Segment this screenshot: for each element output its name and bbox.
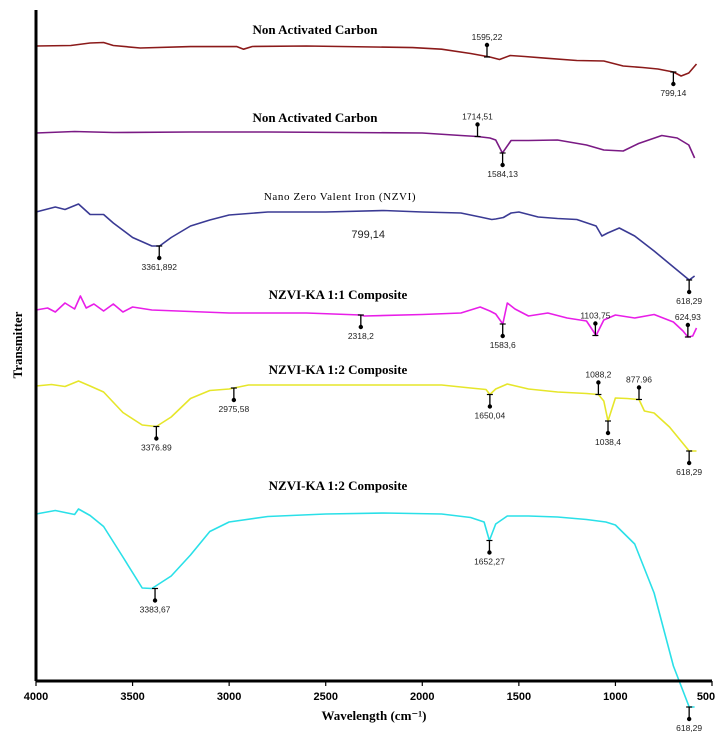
peak-marker-dot — [686, 289, 692, 295]
peak-marker-dot — [152, 598, 158, 603]
peak-marker: 618,29 — [676, 706, 702, 733]
peak-marker: 2975,58 — [218, 387, 249, 414]
peak-label: 877.96 — [626, 375, 652, 385]
peak-label: 1652,27 — [474, 557, 505, 567]
spectra-group — [35, 41, 698, 708]
peak-marker: 2318,2 — [348, 314, 374, 341]
peak-marker: 799,14 — [660, 71, 687, 98]
x-tick-label: 1000 — [603, 691, 627, 703]
x-tick-label: 2500 — [313, 691, 337, 703]
peak-label: 1650,04 — [475, 411, 506, 421]
peak-label: 1038,4 — [595, 437, 621, 447]
peak-label: 1714,51 — [462, 112, 493, 122]
peak-marker-dot — [596, 380, 601, 385]
peak-label: 1088,2 — [585, 370, 611, 380]
peak-marker: 1088,2 — [585, 370, 612, 396]
x-tick-labels: 4000 3500 3000 2500 2000 1500 1000 500 — [24, 681, 715, 703]
peak-marker: 618,29 — [676, 279, 702, 306]
peak-marker-dot — [686, 716, 692, 722]
x-tick-label: 2000 — [410, 691, 434, 703]
series-line-5 — [35, 380, 697, 452]
peak-marker-dot — [358, 324, 364, 330]
series-line-2 — [35, 130, 696, 159]
peak-marker-dot — [484, 42, 490, 48]
peak-label: 618,29 — [676, 723, 702, 733]
peak-label: 3376.89 — [141, 443, 172, 453]
peak-marker-dot — [487, 550, 492, 555]
series-line-4 — [35, 295, 698, 338]
peak-marker: 1595,22 — [472, 32, 503, 58]
peak-marker: 624,93 — [675, 312, 701, 338]
peak-label: 1583,6 — [490, 340, 516, 350]
peak-annotations: 1595,22 799,14 1714,51 1584,13 3361,892 618,2… — [140, 32, 703, 733]
peak-marker-dot — [593, 321, 598, 326]
x-axis-label: Wavelength (cm⁻¹) — [322, 708, 427, 723]
series-line-6 — [35, 508, 695, 708]
peak-marker-dot — [500, 162, 505, 168]
y-axis-label: Transmitter — [10, 311, 25, 378]
x-tick-label: 4000 — [24, 691, 48, 703]
series-line-3 — [35, 203, 696, 281]
series-title-5: NZVI-KA 1:2 Composite — [269, 362, 408, 377]
series-title-4: NZVI-KA 1:1 Composite — [269, 287, 408, 302]
x-tick-label: 3000 — [217, 691, 241, 703]
peak-label: 3383,67 — [140, 605, 171, 615]
peak-marker: 1584,13 — [487, 152, 518, 179]
peak-marker-dot — [475, 122, 480, 127]
x-tick-label: 500 — [697, 691, 715, 703]
peak-marker-dot — [500, 333, 505, 339]
peak-marker-dot — [231, 397, 237, 403]
x-tick-label: 1500 — [507, 691, 531, 703]
peak-marker-dot — [154, 436, 159, 441]
series-title-6: NZVI-KA 1:2 Composite — [269, 478, 408, 493]
floating-label: 799,14 — [351, 229, 385, 241]
peak-label: 799,14 — [660, 88, 686, 98]
peak-marker: 1103,75 — [580, 311, 611, 337]
peak-marker: 1650,04 — [475, 393, 506, 421]
peak-label: 618,29 — [676, 296, 702, 306]
peak-label: 618,29 — [676, 467, 702, 477]
peak-marker-dot — [605, 430, 611, 436]
peak-marker: 3383,67 — [140, 587, 171, 615]
peak-marker-dot — [671, 81, 676, 87]
series-title-1: Non Activated Carbon — [253, 22, 379, 37]
peak-label: 1595,22 — [472, 32, 503, 42]
peak-marker: 3376.89 — [141, 425, 172, 453]
peak-marker-dot — [636, 385, 642, 390]
peak-marker: 3361,892 — [142, 245, 178, 272]
series-line-1 — [35, 41, 698, 77]
peak-label: 624,93 — [675, 312, 701, 322]
x-tick-label: 3500 — [120, 691, 144, 703]
peak-marker-dot — [487, 404, 493, 409]
peak-marker-dot — [157, 255, 162, 261]
peak-marker: 1583,6 — [490, 323, 516, 350]
peak-marker-dot — [685, 322, 691, 328]
peak-marker: 877.96 — [626, 375, 652, 401]
peak-label: 1103,75 — [580, 311, 610, 321]
peak-label: 1584,13 — [487, 169, 518, 179]
peak-label: 2318,2 — [348, 331, 374, 341]
axes-group: 4000 3500 3000 2500 2000 1500 1000 500 Waveleng… — [10, 10, 715, 723]
peak-marker: 618,29 — [676, 450, 702, 477]
peak-marker: 1652,27 — [474, 539, 505, 567]
series-titles: Non Activated Carbon Non Activated Carbon… — [253, 22, 416, 493]
series-title-2: Non Activated Carbon — [253, 110, 379, 125]
peak-label: 2975,58 — [218, 404, 249, 414]
peak-label: 3361,892 — [142, 262, 178, 272]
peak-marker-dot — [686, 460, 692, 466]
series-title-3: Nano Zero Valent Iron (NZVI) — [264, 191, 416, 203]
peak-marker: 1038,4 — [595, 420, 621, 447]
peak-marker: 1714,51 — [462, 112, 493, 138]
